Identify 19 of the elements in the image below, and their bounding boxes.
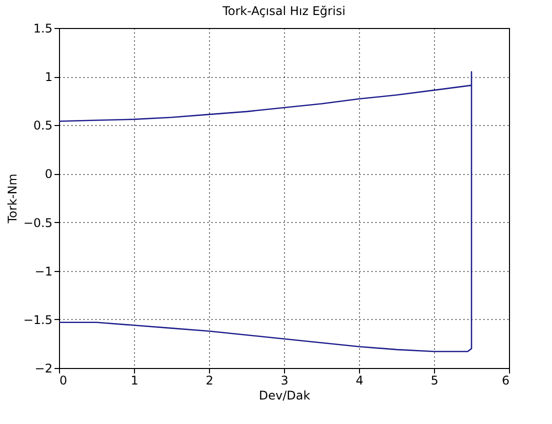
x-tick-label: 5 [430, 374, 438, 388]
y-tick-label: −1 [34, 264, 52, 278]
y-tick-label: 0.5 [33, 118, 52, 133]
y-axis-title: Tork-Nm [5, 174, 20, 224]
x-tick-label: 0 [60, 374, 68, 388]
x-tick-label: 4 [356, 374, 364, 388]
x-tick-label: 3 [280, 374, 288, 388]
y-tick-label: −0.5 [23, 216, 52, 230]
y-tick-label: −2 [34, 362, 52, 376]
chart-title: Tork-Açısal Hız Eğrisi [222, 4, 346, 18]
x-axis-title: Dev/Dak [258, 388, 310, 402]
y-tick-label: 1.5 [33, 22, 52, 36]
line-series [58, 71, 472, 352]
x-tick-label: 1 [130, 374, 138, 388]
y-tick-label: 0 [44, 167, 52, 182]
x-tick-label: 2 [206, 374, 214, 388]
y-tick-label: −1.5 [23, 312, 52, 327]
x-tick-label: 6 [502, 374, 510, 388]
y-tick-label: 1 [44, 70, 52, 84]
